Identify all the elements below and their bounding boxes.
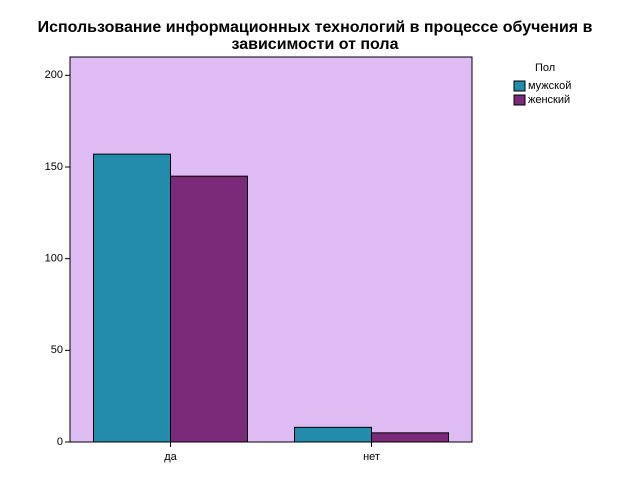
legend-label: мужской [528, 80, 571, 92]
y-tick-label: 100 [45, 253, 63, 265]
legend-swatch [513, 80, 526, 92]
chart-title: Использование информационных технологий … [37, 19, 593, 53]
legend-title: Пол [535, 62, 555, 74]
bar [371, 432, 449, 443]
bar [170, 175, 248, 443]
y-tick-label: 200 [45, 69, 63, 81]
legend-swatch [513, 94, 526, 106]
bar [294, 426, 372, 443]
x-tick-label: да [164, 451, 177, 463]
y-tick-label: 50 [51, 344, 63, 356]
y-tick-label: 150 [45, 161, 63, 173]
bar [93, 153, 171, 443]
legend-label: женский [528, 94, 570, 106]
y-tick-label: 0 [57, 436, 63, 448]
x-tick-label: нет [363, 451, 380, 463]
